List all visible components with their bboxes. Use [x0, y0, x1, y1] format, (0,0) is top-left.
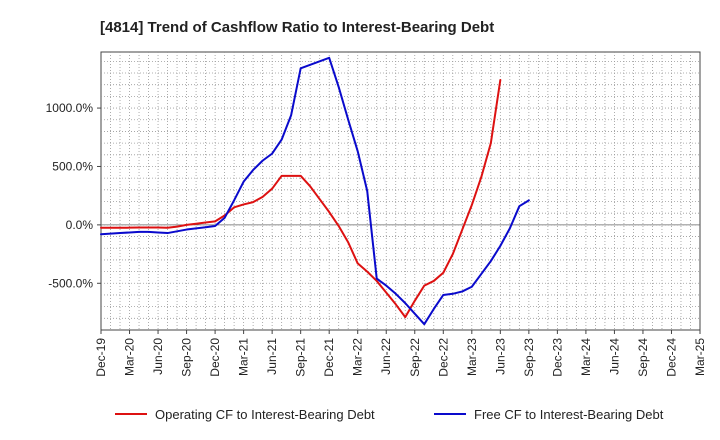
y-tick-label: 0.0%: [66, 218, 94, 232]
x-tick-label: Sep-24: [636, 338, 650, 377]
chart-title: [4814] Trend of Cashflow Ratio to Intere…: [100, 19, 494, 36]
x-tick-label: Mar-24: [579, 338, 593, 376]
x-axis: Dec-19 Mar-20 Jun-20 Sep-20 Dec-20 Mar-21 Jun-…: [94, 330, 707, 377]
x-tick-label: Dec-22: [436, 338, 450, 377]
x-tick-label: Dec-20: [208, 338, 222, 377]
x-tick-label: Dec-23: [550, 338, 564, 377]
x-tick-label: Jun-24: [607, 338, 621, 375]
x-tick-label: Dec-19: [94, 338, 108, 377]
series-lines: [100, 56, 530, 326]
legend: Operating CF to Interest-Bearing Debt Fr…: [115, 407, 664, 422]
x-tick-label: Jun-23: [493, 338, 507, 375]
y-tick-label: 500.0%: [52, 159, 93, 173]
x-tick-label: Mar-25: [693, 338, 707, 376]
plot-frame: [100, 51, 701, 331]
x-tick-label: Sep-20: [180, 338, 194, 377]
x-tick-label: Sep-22: [408, 338, 422, 377]
legend-label-free-cf: Free CF to Interest-Bearing Debt: [474, 407, 664, 422]
x-tick-label: Mar-21: [237, 338, 251, 376]
x-tick-label: Mar-20: [123, 338, 137, 376]
x-tick-label: Jun-20: [151, 338, 165, 375]
legend-label-operating-cf: Operating CF to Interest-Bearing Debt: [155, 407, 375, 422]
x-tick-label: Mar-22: [351, 338, 365, 376]
y-axis: -500.0% 0.0% 500.0% 1000.0%: [46, 101, 101, 290]
x-tick-label: Jun-22: [379, 338, 393, 375]
series-line-0: [100, 79, 502, 319]
plot-area: [100, 51, 701, 331]
x-tick-label: Dec-21: [322, 338, 336, 377]
y-tick-label: -500.0%: [48, 276, 93, 290]
x-tick-label: Dec-24: [664, 338, 678, 377]
x-tick-label: Mar-23: [465, 338, 479, 376]
gridlines: [101, 52, 700, 330]
x-tick-label: Sep-21: [294, 338, 308, 377]
y-tick-label: 1000.0%: [46, 101, 94, 115]
series-line-1: [100, 56, 530, 326]
x-tick-label: Jun-21: [265, 338, 279, 375]
x-tick-label: Sep-23: [522, 338, 536, 377]
